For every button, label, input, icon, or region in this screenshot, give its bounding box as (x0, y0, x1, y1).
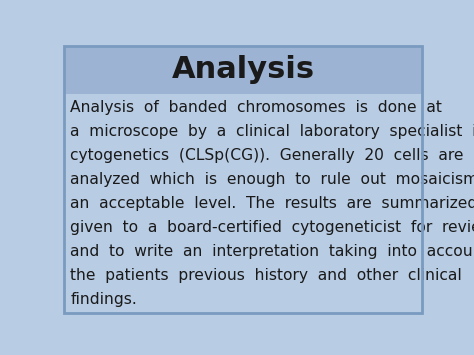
Text: given  to  a  board-certified  cytogeneticist  for  review,: given to a board-certified cytogeneticis… (70, 220, 474, 235)
Text: a  microscope  by  a  clinical  laboratory  specialist  in: a microscope by a clinical laboratory sp… (70, 124, 474, 139)
Text: and  to  write  an  interpretation  taking  into  account: and to write an interpretation taking in… (70, 244, 474, 260)
Text: cytogenetics  (CLSp(CG)).  Generally  20  cells  are: cytogenetics (CLSp(CG)). Generally 20 ce… (70, 148, 464, 163)
Text: Analysis  of  banded  chromosomes  is  done  at: Analysis of banded chromosomes is done a… (70, 100, 442, 115)
FancyBboxPatch shape (59, 43, 427, 316)
Text: findings.: findings. (70, 293, 137, 307)
FancyBboxPatch shape (64, 46, 422, 94)
Text: Analysis: Analysis (172, 55, 314, 84)
Text: an  acceptable  level.  The  results  are  summarized  and: an acceptable level. The results are sum… (70, 196, 474, 211)
Text: the  patients  previous  history  and  other  clinical: the patients previous history and other … (70, 268, 462, 283)
Text: analyzed  which  is  enough  to  rule  out  mosaicism  to: analyzed which is enough to rule out mos… (70, 172, 474, 187)
